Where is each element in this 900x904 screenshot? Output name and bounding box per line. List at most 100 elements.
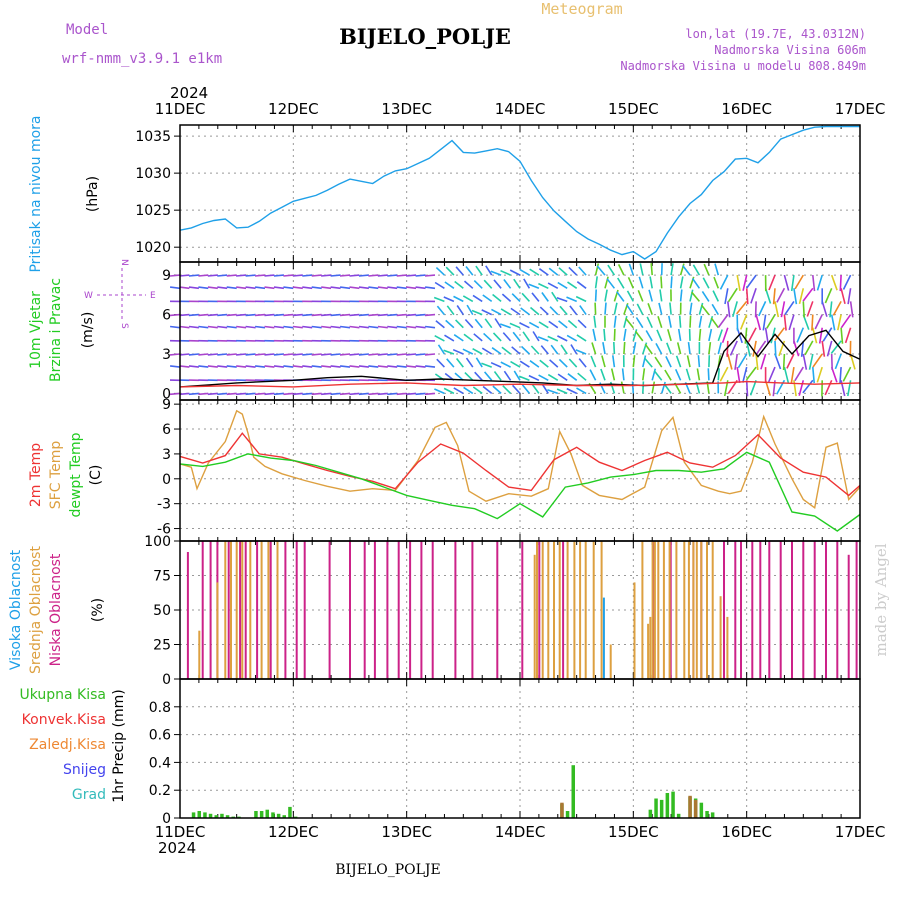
x-tick-label-bottom: 15DEC: [608, 823, 659, 841]
precip-bar: [671, 792, 675, 818]
wind-arrow: [208, 393, 218, 394]
wind-arrow: [321, 275, 331, 276]
wind-arrow: [397, 275, 407, 276]
wind-arrow: [302, 354, 312, 355]
wind-arrow: [359, 275, 369, 276]
precip-bar: [203, 812, 207, 818]
wind-arrow: [671, 276, 672, 288]
clouds-bar: [654, 541, 656, 679]
wind-arrow: [255, 354, 265, 355]
x-tick-label-bottom: 12DEC: [268, 823, 319, 841]
clouds-bar: [553, 541, 555, 679]
wind-arrow: [293, 393, 303, 394]
wind-unit-label: (m/s): [80, 312, 96, 349]
wind-arrow: [387, 393, 397, 394]
wind-arrow: [170, 327, 180, 328]
y-tick-label: 100: [144, 534, 171, 550]
wind-arrow: [775, 341, 776, 357]
y-tick-label: 0.4: [149, 755, 171, 771]
elevation-text: Nadmorska Visina 606m: [714, 43, 866, 57]
wind-arrow: [340, 315, 350, 316]
wind-arrow: [180, 393, 190, 394]
clouds-bar: [759, 541, 761, 679]
clouds-bar: [239, 541, 241, 679]
wind-arrow: [747, 380, 748, 396]
clouds-bar: [663, 541, 665, 679]
clouds-bar: [420, 541, 422, 679]
clouds-bar: [696, 541, 698, 679]
wind-arrow: [690, 316, 691, 328]
wind-arrow: [331, 393, 341, 394]
wind-arrow: [170, 315, 180, 316]
wind-arrow: [378, 275, 388, 276]
wind-arrow: [368, 393, 378, 394]
clouds-bar: [224, 541, 226, 679]
wind-arrow: [217, 393, 227, 394]
y-tick-label: 25: [153, 638, 171, 654]
clouds-bar: [649, 617, 651, 679]
precip-bar: [654, 799, 658, 819]
wind-arrow: [283, 275, 293, 276]
y-tick-label: 0.6: [149, 728, 171, 744]
wind-arrow: [170, 366, 180, 367]
wind-arrow: [265, 315, 275, 316]
wind-arrow: [293, 354, 303, 355]
wind-arrow: [832, 354, 833, 370]
clouds-bar: [675, 541, 677, 679]
clouds-bar: [634, 582, 636, 679]
wind-axis-title: 10m Vjetar: [28, 291, 44, 369]
wind-arrow: [840, 275, 841, 291]
x-tick-label-bottom: 11DEC: [155, 823, 206, 841]
pressure-unit-label: (hPa): [85, 176, 101, 212]
y-tick-label: 50: [153, 603, 171, 619]
x-tick-label-top: 16DEC: [721, 100, 772, 118]
wind-arrow: [651, 263, 652, 275]
wind-arrow: [227, 393, 237, 394]
wind-arrow: [643, 381, 644, 393]
temp-unit-label: (C): [88, 465, 104, 486]
wind-arrow: [340, 354, 350, 355]
clouds-bar: [349, 541, 351, 679]
precip-bar: [192, 812, 196, 818]
clouds-bar: [245, 541, 247, 679]
y-tick-label: 1035: [135, 129, 171, 145]
clouds-bar: [542, 541, 544, 679]
clouds-bar: [567, 541, 569, 679]
clouds-bar: [329, 541, 331, 679]
wind-arrow: [416, 275, 426, 276]
wind-arrow: [274, 315, 284, 316]
clouds-bar: [751, 541, 753, 679]
wind-arrow: [302, 275, 312, 276]
wind-arrow: [198, 315, 208, 316]
wind-axis-title-2: Brzina i Pravac: [48, 278, 64, 382]
wind-arrow: [416, 315, 426, 316]
clouds-bar: [496, 541, 498, 679]
wind-arrow: [596, 289, 597, 301]
y-tick-label: 6: [162, 422, 171, 438]
plot-area: 10201025103010350369-6-30369025507510000…: [135, 100, 885, 841]
wind-arrow: [255, 315, 265, 316]
wind-arrow: [208, 315, 218, 316]
x-tick-label-top: 17DEC: [835, 100, 886, 118]
footer-station: BIJELO_POLJE: [335, 862, 440, 878]
clouds-bar: [216, 582, 218, 679]
wind-arrow: [604, 329, 605, 341]
wind-arrow: [208, 354, 218, 355]
compass-north: N: [119, 259, 129, 266]
x-tick-label-bottom: 14DEC: [495, 823, 546, 841]
wind-arrow: [293, 315, 303, 316]
clouds-bar: [641, 541, 643, 679]
wind-arrow: [321, 393, 331, 394]
wind-arrow: [406, 354, 416, 355]
wind-arrow: [180, 354, 190, 355]
precip-unit-label: 1hr Precip (mm): [111, 689, 127, 802]
panel-background: [180, 400, 860, 541]
wind-arrow: [406, 393, 416, 394]
precip-bar: [694, 800, 698, 818]
clouds-bar: [409, 541, 411, 679]
wind-arrow: [425, 315, 435, 316]
clouds-bar: [706, 541, 708, 679]
wind-arrow: [359, 315, 369, 316]
wind-arrow: [812, 315, 813, 331]
y-tick-label: 1020: [135, 240, 171, 256]
